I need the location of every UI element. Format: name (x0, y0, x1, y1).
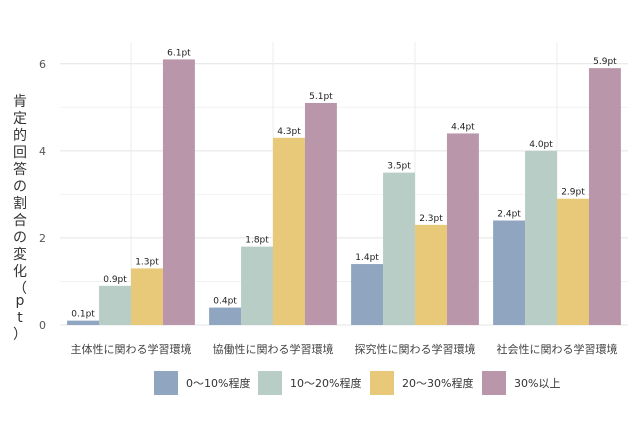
y-tick-label: 4 (39, 145, 46, 158)
y-axis-label-char: 肯 (13, 94, 27, 110)
legend: 0〜10%程度 10〜20%程度 20〜30%程度 30%以上 (154, 371, 560, 395)
y-axis-label-char: の (13, 179, 27, 195)
bar (99, 285, 131, 325)
data-label: 4.3pt (277, 127, 301, 137)
bar (493, 220, 526, 325)
y-tick-label: 0 (39, 319, 46, 332)
legend-swatch (258, 371, 282, 395)
data-label: 5.9pt (593, 57, 617, 67)
bar (273, 137, 305, 325)
y-axis-label-char: ） (13, 327, 27, 343)
axes: 0 2 4 6 主体性に関わる学習環境 協働性に関わる学習環境 探究性に関わる学習環境 社会性… (39, 58, 618, 356)
y-axis-label-char: 化 (13, 264, 27, 280)
y-axis-label-char: p (16, 293, 25, 309)
bar (557, 198, 589, 325)
legend-swatch (154, 371, 178, 395)
data-label: 2.9pt (561, 188, 585, 198)
legend-label: 30%以上 (514, 377, 560, 390)
y-axis-label-char: 的 (13, 128, 27, 144)
bar (383, 172, 415, 325)
y-axis-label-char: 変 (13, 246, 27, 263)
bar (162, 59, 195, 326)
y-axis-label-char: の (13, 230, 27, 246)
y-tick-label: 6 (39, 58, 46, 71)
data-label: 6.1pt (167, 48, 191, 58)
data-label: 3.5pt (387, 162, 411, 172)
bar (351, 264, 384, 325)
data-label: 2.4pt (497, 210, 521, 220)
bar (67, 320, 100, 325)
bar (525, 150, 557, 325)
bar (588, 68, 621, 325)
legend-swatch (370, 371, 394, 395)
y-axis-label-char: 割 (13, 195, 27, 212)
data-label: 1.8pt (245, 236, 269, 246)
x-tick-label: 主体性に関わる学習環境 (71, 342, 192, 356)
y-axis-label-char: 回 (13, 145, 27, 161)
data-label: 0.4pt (213, 297, 237, 307)
x-tick-label: 社会性に関わる学習環境 (497, 342, 618, 356)
bar (131, 268, 163, 325)
x-tick-label: 探究性に関わる学習環境 (355, 342, 476, 356)
data-label: 1.4pt (355, 253, 379, 263)
bar (209, 307, 242, 325)
bars (67, 59, 621, 326)
legend-label: 10〜20%程度 (290, 376, 361, 390)
bar (446, 133, 479, 325)
bar (241, 246, 273, 325)
legend-label: 20〜30%程度 (402, 376, 473, 390)
bar (304, 102, 337, 325)
data-label: 0.9pt (103, 275, 127, 285)
y-axis-label-char: 答 (13, 161, 27, 178)
data-label: 4.0pt (529, 140, 553, 150)
data-label: 0.1pt (71, 310, 95, 320)
data-label: 2.3pt (419, 214, 443, 224)
legend-label: 0〜10%程度 (186, 376, 250, 390)
data-label: 1.3pt (135, 257, 159, 267)
data-label: 4.4pt (451, 122, 475, 132)
y-tick-label: 2 (39, 232, 46, 245)
y-axis-label-char: （ (13, 281, 27, 297)
data-label: 5.1pt (309, 92, 333, 102)
y-axis-label-char: 定 (13, 111, 27, 127)
data-labels: 0.1pt 0.9pt 1.3pt 6.1pt 0.4pt 1.8pt 4.3pt 5.1pt… (71, 48, 617, 319)
legend-swatch (482, 371, 506, 395)
bar (415, 224, 447, 325)
x-tick-label: 協働性に関わる学習環境 (213, 342, 334, 356)
y-axis-label-char: t (17, 310, 23, 326)
y-axis-label-char: 合 (13, 213, 27, 229)
